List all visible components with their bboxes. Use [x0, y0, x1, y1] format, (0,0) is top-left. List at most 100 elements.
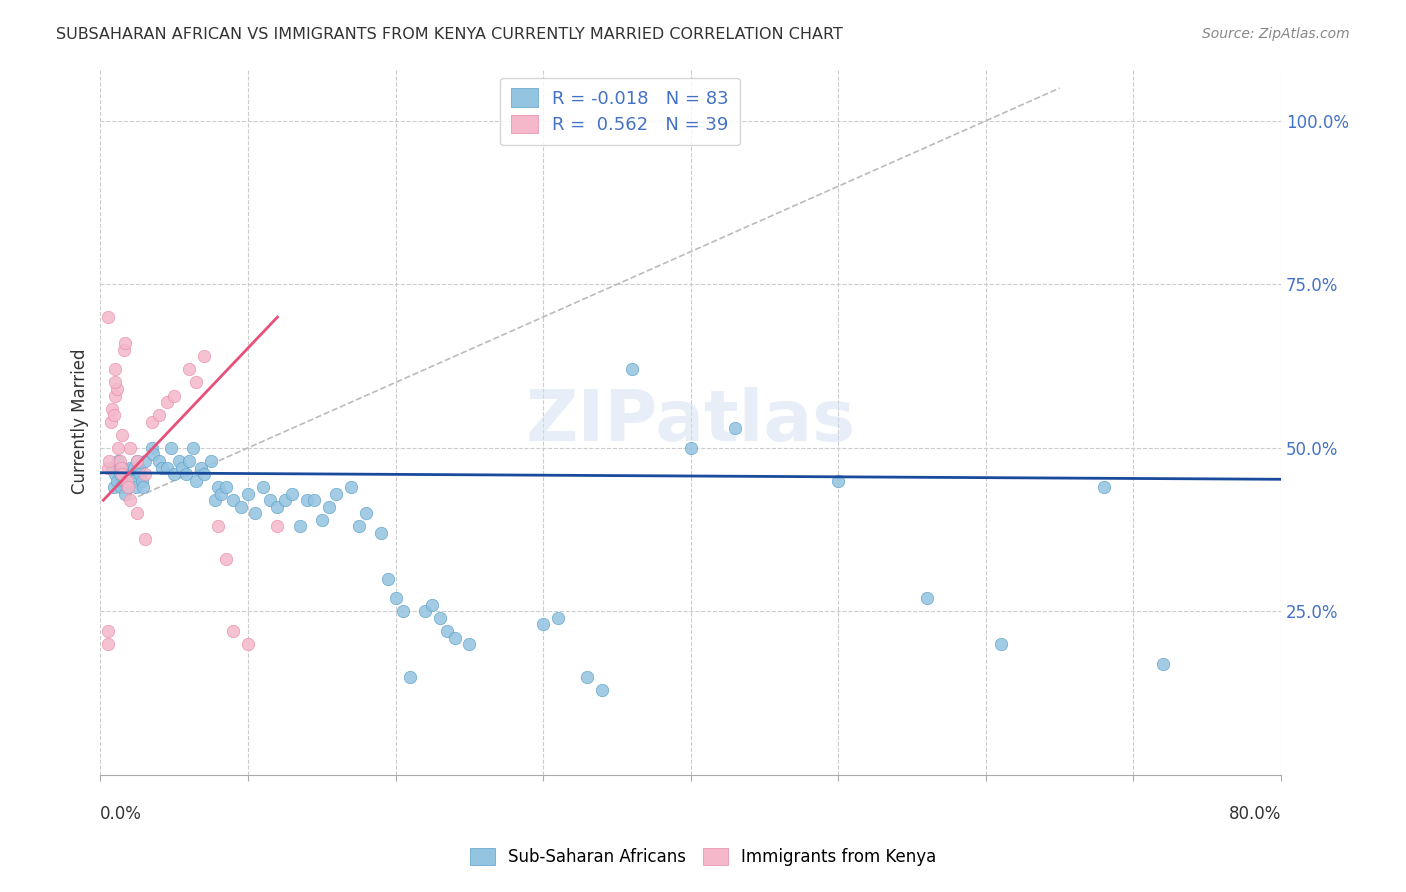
Point	[156, 460, 179, 475]
Point	[207, 480, 229, 494]
Legend: R = -0.018   N = 83, R =  0.562   N = 39: R = -0.018 N = 83, R = 0.562 N = 39	[501, 78, 740, 145]
Point	[1092, 480, 1115, 494]
Point	[252, 480, 274, 494]
Point	[148, 454, 170, 468]
Point	[110, 480, 132, 494]
Point	[193, 349, 215, 363]
Point	[325, 486, 347, 500]
Point	[620, 362, 643, 376]
Point	[340, 480, 363, 494]
Point	[134, 533, 156, 547]
Point	[177, 362, 200, 376]
Text: 80.0%: 80.0%	[1229, 805, 1281, 823]
Point	[97, 310, 120, 324]
Point	[354, 506, 377, 520]
Point	[128, 460, 150, 475]
Point	[436, 624, 458, 638]
Point	[148, 408, 170, 422]
Point	[104, 467, 127, 481]
Point	[384, 591, 406, 606]
Point	[150, 460, 173, 475]
Point	[101, 460, 124, 475]
Point	[97, 624, 120, 638]
Point	[207, 519, 229, 533]
Point	[422, 598, 444, 612]
Point	[458, 637, 481, 651]
Point	[110, 460, 132, 475]
Point	[174, 467, 197, 481]
Point	[266, 500, 288, 514]
Point	[200, 454, 222, 468]
Point	[103, 408, 125, 422]
Point	[97, 637, 120, 651]
Point	[827, 474, 849, 488]
Point	[193, 467, 215, 481]
Point	[443, 631, 465, 645]
Point	[112, 474, 135, 488]
Point	[111, 467, 134, 481]
Point	[127, 506, 149, 520]
Point	[107, 441, 129, 455]
Legend: Sub-Saharan Africans, Immigrants from Kenya: Sub-Saharan Africans, Immigrants from Ke…	[461, 840, 945, 875]
Point	[679, 441, 702, 455]
Point	[399, 670, 422, 684]
Point	[142, 447, 165, 461]
Point	[531, 617, 554, 632]
Point	[108, 467, 131, 481]
Point	[204, 493, 226, 508]
Point	[591, 682, 613, 697]
Point	[134, 467, 156, 481]
Point	[117, 480, 139, 494]
Point	[118, 493, 141, 508]
Point	[112, 343, 135, 357]
Point	[990, 637, 1012, 651]
Point	[288, 519, 311, 533]
Point	[311, 513, 333, 527]
Point	[160, 441, 183, 455]
Point	[120, 467, 142, 481]
Point	[114, 336, 136, 351]
Point	[156, 395, 179, 409]
Point	[170, 460, 193, 475]
Point	[229, 500, 252, 514]
Point	[97, 460, 120, 475]
Point	[413, 604, 436, 618]
Point	[141, 415, 163, 429]
Point	[245, 506, 267, 520]
Point	[274, 493, 297, 508]
Point	[134, 454, 156, 468]
Point	[222, 493, 245, 508]
Point	[295, 493, 318, 508]
Point	[259, 493, 281, 508]
Point	[131, 474, 153, 488]
Point	[124, 460, 146, 475]
Point	[104, 388, 127, 402]
Point	[105, 474, 128, 488]
Point	[127, 454, 149, 468]
Point	[190, 460, 212, 475]
Point	[108, 454, 131, 468]
Point	[347, 519, 370, 533]
Point	[129, 467, 152, 481]
Point	[118, 460, 141, 475]
Point	[107, 454, 129, 468]
Point	[215, 480, 238, 494]
Point	[377, 572, 399, 586]
Y-axis label: Currently Married: Currently Married	[72, 349, 89, 494]
Text: 0.0%: 0.0%	[100, 805, 142, 823]
Text: Source: ZipAtlas.com: Source: ZipAtlas.com	[1202, 27, 1350, 41]
Point	[103, 480, 125, 494]
Point	[104, 362, 127, 376]
Point	[266, 519, 288, 533]
Point	[392, 604, 415, 618]
Point	[111, 427, 134, 442]
Point	[118, 441, 141, 455]
Point	[117, 480, 139, 494]
Point	[115, 467, 138, 481]
Point	[132, 480, 155, 494]
Point	[318, 500, 340, 514]
Point	[125, 480, 148, 494]
Point	[127, 454, 149, 468]
Point	[163, 388, 186, 402]
Point	[576, 670, 599, 684]
